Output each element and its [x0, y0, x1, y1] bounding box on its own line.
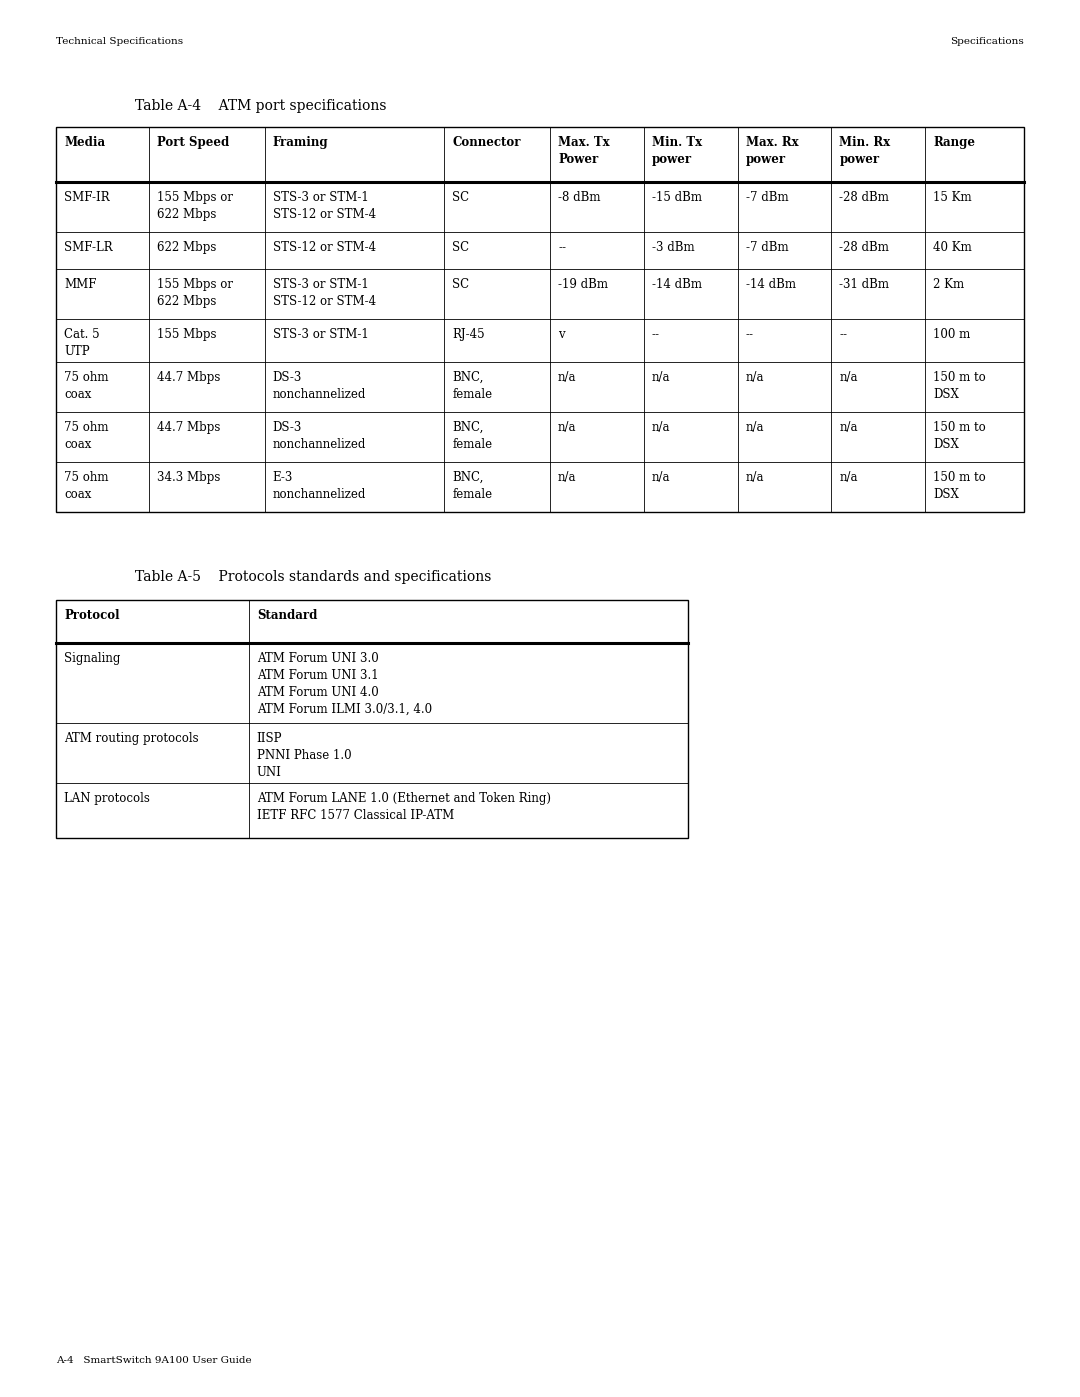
Text: STS-12 or STM-4: STS-12 or STM-4 — [273, 242, 376, 254]
Text: -8 dBm: -8 dBm — [558, 191, 600, 204]
Text: DS-3
nonchannelized: DS-3 nonchannelized — [273, 372, 366, 401]
Text: 44.7 Mbps: 44.7 Mbps — [157, 372, 220, 384]
Text: --: -- — [652, 328, 660, 341]
Text: Cat. 5
UTP: Cat. 5 UTP — [64, 328, 99, 358]
Text: n/a: n/a — [839, 372, 858, 384]
Bar — [56, 127, 1024, 511]
Text: -14 dBm: -14 dBm — [745, 278, 796, 291]
Text: 15 Km: 15 Km — [933, 191, 972, 204]
Text: SC: SC — [453, 242, 470, 254]
Text: 40 Km: 40 Km — [933, 242, 972, 254]
Text: Max. Tx
Power: Max. Tx Power — [558, 136, 610, 166]
Text: Protocol: Protocol — [64, 609, 120, 622]
Text: Table A-4    ATM port specifications: Table A-4 ATM port specifications — [135, 99, 387, 113]
Text: 34.3 Mbps: 34.3 Mbps — [157, 471, 220, 483]
Text: A-4   SmartSwitch 9A100 User Guide: A-4 SmartSwitch 9A100 User Guide — [56, 1356, 252, 1365]
Text: 2 Km: 2 Km — [933, 278, 964, 291]
Text: -7 dBm: -7 dBm — [745, 191, 788, 204]
Text: Signaling: Signaling — [64, 652, 120, 665]
Text: 155 Mbps or
622 Mbps: 155 Mbps or 622 Mbps — [157, 278, 233, 307]
Text: n/a: n/a — [652, 420, 671, 434]
Text: -7 dBm: -7 dBm — [745, 242, 788, 254]
Text: SC: SC — [453, 191, 470, 204]
Text: SMF-IR: SMF-IR — [64, 191, 110, 204]
Text: n/a: n/a — [839, 471, 858, 483]
Text: v: v — [558, 328, 565, 341]
Text: Range: Range — [933, 136, 975, 149]
Text: Max. Rx
power: Max. Rx power — [745, 136, 798, 166]
Text: -3 dBm: -3 dBm — [652, 242, 694, 254]
Text: MMF: MMF — [64, 278, 96, 291]
Text: -28 dBm: -28 dBm — [839, 191, 889, 204]
Text: 150 m to
DSX: 150 m to DSX — [933, 372, 986, 401]
Text: 75 ohm
coax: 75 ohm coax — [64, 372, 108, 401]
Text: STS-3 or STM-1: STS-3 or STM-1 — [273, 328, 368, 341]
Text: n/a: n/a — [745, 471, 765, 483]
Text: RJ-45: RJ-45 — [453, 328, 485, 341]
Text: Media: Media — [64, 136, 105, 149]
Text: --: -- — [558, 242, 566, 254]
Text: ATM routing protocols: ATM routing protocols — [64, 732, 199, 745]
Text: 150 m to
DSX: 150 m to DSX — [933, 471, 986, 502]
Text: 75 ohm
coax: 75 ohm coax — [64, 471, 108, 502]
Text: 155 Mbps or
622 Mbps: 155 Mbps or 622 Mbps — [157, 191, 233, 221]
Text: n/a: n/a — [558, 420, 577, 434]
Text: n/a: n/a — [558, 372, 577, 384]
Text: Min. Tx
power: Min. Tx power — [652, 136, 702, 166]
Text: ATM Forum UNI 3.0
ATM Forum UNI 3.1
ATM Forum UNI 4.0
ATM Forum ILMI 3.0/3.1, 4.: ATM Forum UNI 3.0 ATM Forum UNI 3.1 ATM … — [257, 652, 432, 717]
Text: ATM Forum LANE 1.0 (Ethernet and Token Ring)
IETF RFC 1577 Classical IP-ATM: ATM Forum LANE 1.0 (Ethernet and Token R… — [257, 792, 551, 821]
Text: BNC,
female: BNC, female — [453, 471, 492, 502]
Text: 44.7 Mbps: 44.7 Mbps — [157, 420, 220, 434]
Text: IISP
PNNI Phase 1.0
UNI: IISP PNNI Phase 1.0 UNI — [257, 732, 351, 780]
Text: Connector: Connector — [453, 136, 521, 149]
Text: n/a: n/a — [558, 471, 577, 483]
Text: 75 ohm
coax: 75 ohm coax — [64, 420, 108, 451]
Text: STS-3 or STM-1
STS-12 or STM-4: STS-3 or STM-1 STS-12 or STM-4 — [273, 278, 376, 307]
Text: n/a: n/a — [652, 471, 671, 483]
Text: SMF-LR: SMF-LR — [64, 242, 112, 254]
Text: BNC,
female: BNC, female — [453, 420, 492, 451]
Text: -14 dBm: -14 dBm — [652, 278, 702, 291]
Text: 150 m to
DSX: 150 m to DSX — [933, 420, 986, 451]
Text: STS-3 or STM-1
STS-12 or STM-4: STS-3 or STM-1 STS-12 or STM-4 — [273, 191, 376, 221]
Text: E-3
nonchannelized: E-3 nonchannelized — [273, 471, 366, 502]
Text: SC: SC — [453, 278, 470, 291]
Text: Min. Rx
power: Min. Rx power — [839, 136, 891, 166]
Text: Table A-5    Protocols standards and specifications: Table A-5 Protocols standards and specif… — [135, 570, 491, 584]
Text: LAN protocols: LAN protocols — [64, 792, 150, 805]
Text: -15 dBm: -15 dBm — [652, 191, 702, 204]
Text: 155 Mbps: 155 Mbps — [157, 328, 216, 341]
Text: --: -- — [839, 328, 848, 341]
Text: -19 dBm: -19 dBm — [558, 278, 608, 291]
Text: -31 dBm: -31 dBm — [839, 278, 890, 291]
Text: Specifications: Specifications — [950, 36, 1024, 46]
Text: Standard: Standard — [257, 609, 318, 622]
Text: Technical Specifications: Technical Specifications — [56, 36, 184, 46]
Text: 622 Mbps: 622 Mbps — [157, 242, 216, 254]
Text: n/a: n/a — [652, 372, 671, 384]
Text: Framing: Framing — [273, 136, 328, 149]
Text: n/a: n/a — [839, 420, 858, 434]
Text: 100 m: 100 m — [933, 328, 971, 341]
Bar — [56, 599, 688, 838]
Text: n/a: n/a — [745, 420, 765, 434]
Text: n/a: n/a — [745, 372, 765, 384]
Text: Port Speed: Port Speed — [157, 136, 229, 149]
Text: BNC,
female: BNC, female — [453, 372, 492, 401]
Text: -28 dBm: -28 dBm — [839, 242, 889, 254]
Text: --: -- — [745, 328, 754, 341]
Text: DS-3
nonchannelized: DS-3 nonchannelized — [273, 420, 366, 451]
